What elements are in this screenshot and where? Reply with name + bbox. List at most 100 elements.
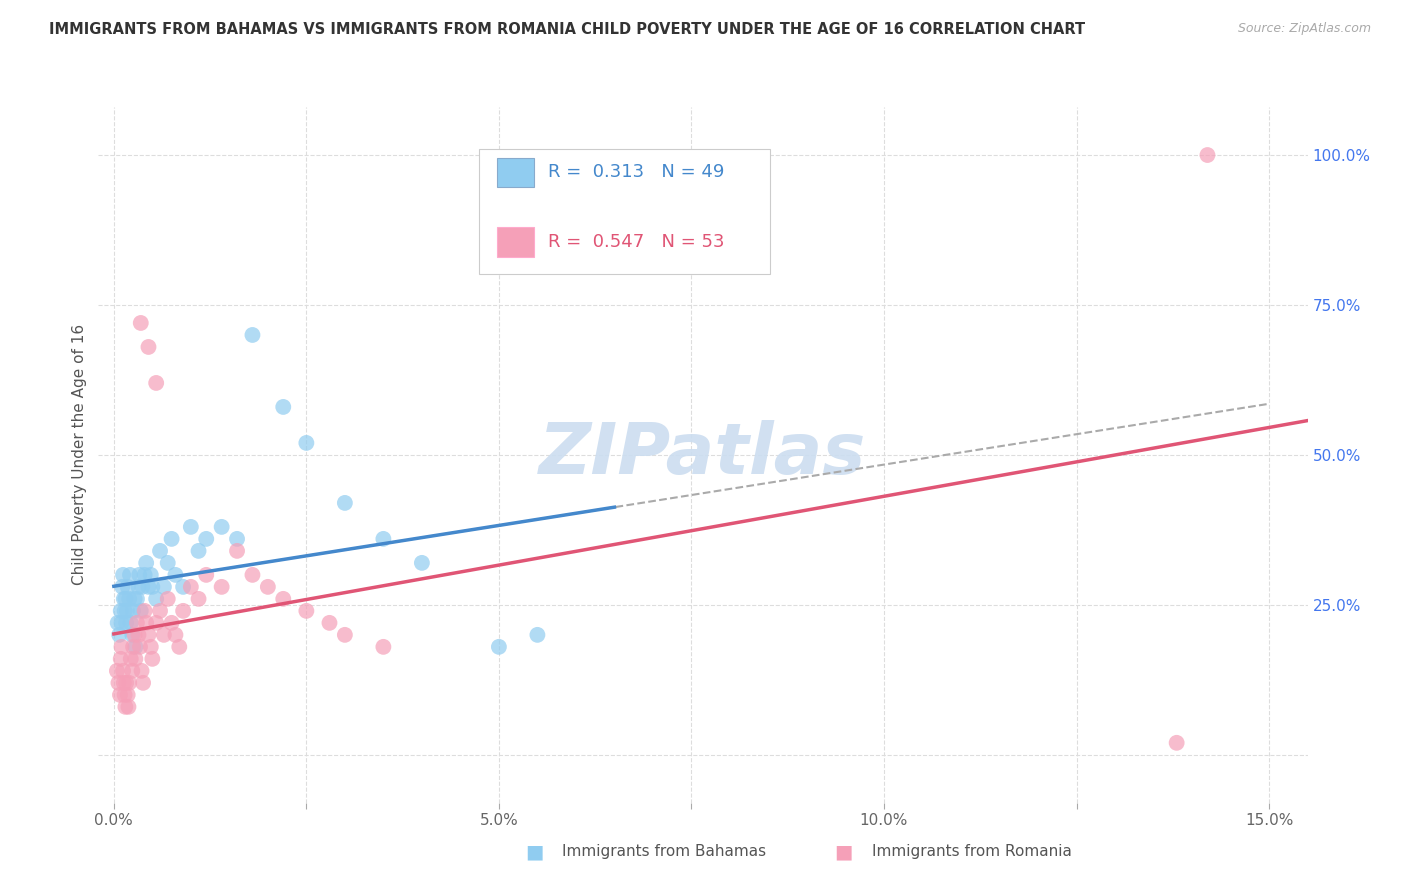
Point: [121, 628, 143, 642]
Point: [127, 580, 149, 594]
Point: [295, 436, 318, 450]
Point: [131, 664, 153, 678]
Point: [153, 580, 176, 594]
Point: [118, 591, 141, 606]
Point: [110, 652, 132, 666]
Point: [333, 628, 356, 642]
Bar: [498, 227, 534, 257]
Point: [124, 591, 146, 606]
Point: [135, 615, 157, 630]
Text: ■: ■: [834, 842, 853, 862]
Point: [195, 532, 218, 546]
Point: [124, 628, 146, 642]
Point: [125, 591, 148, 606]
Text: R =  0.547   N = 53: R = 0.547 N = 53: [548, 233, 724, 251]
Point: [411, 556, 433, 570]
Point: [141, 652, 163, 666]
Text: ZIPatlas: ZIPatlas: [540, 420, 866, 490]
Point: [108, 628, 131, 642]
Point: [125, 615, 148, 630]
Point: [131, 580, 153, 594]
Point: [114, 604, 136, 618]
Point: [180, 580, 202, 594]
Point: [187, 591, 209, 606]
Text: Immigrants from Bahamas: Immigrants from Bahamas: [562, 845, 766, 859]
Point: [112, 676, 135, 690]
Point: [226, 532, 249, 546]
Y-axis label: Child Poverty Under the Age of 16: Child Poverty Under the Age of 16: [72, 325, 87, 585]
Point: [156, 591, 179, 606]
Point: [333, 496, 356, 510]
Point: [114, 591, 136, 606]
Text: Source: ZipAtlas.com: Source: ZipAtlas.com: [1237, 22, 1371, 36]
Point: [138, 580, 160, 594]
Point: [187, 544, 209, 558]
Point: [145, 376, 167, 390]
Point: [110, 615, 132, 630]
Point: [135, 556, 157, 570]
Point: [160, 615, 183, 630]
Point: [134, 567, 156, 582]
Point: [108, 688, 131, 702]
Point: [112, 664, 135, 678]
Point: [129, 604, 152, 618]
Point: [115, 604, 138, 618]
Point: [111, 580, 134, 594]
Point: [139, 567, 162, 582]
Point: [165, 628, 187, 642]
Point: [195, 567, 218, 582]
Point: [110, 640, 132, 654]
Point: [129, 316, 152, 330]
Point: [132, 676, 155, 690]
Point: [134, 604, 156, 618]
Point: [1197, 148, 1219, 162]
Point: [211, 520, 233, 534]
Text: Immigrants from Romania: Immigrants from Romania: [872, 845, 1071, 859]
Point: [139, 640, 162, 654]
Point: [180, 520, 202, 534]
Point: [117, 580, 139, 594]
Point: [118, 567, 141, 582]
Point: [110, 604, 132, 618]
Point: [1166, 736, 1188, 750]
Point: [165, 567, 187, 582]
Point: [138, 628, 160, 642]
Text: R =  0.313   N = 49: R = 0.313 N = 49: [548, 163, 724, 181]
Point: [211, 580, 233, 594]
Point: [295, 604, 318, 618]
Point: [160, 532, 183, 546]
Point: [488, 640, 510, 654]
Point: [115, 615, 138, 630]
Point: [117, 688, 139, 702]
Point: [117, 699, 139, 714]
Point: [271, 400, 294, 414]
Point: [121, 664, 143, 678]
Bar: [498, 158, 534, 187]
FancyBboxPatch shape: [479, 149, 769, 274]
Point: [156, 556, 179, 570]
Point: [242, 328, 264, 343]
Point: [124, 652, 146, 666]
Point: [153, 628, 176, 642]
Point: [526, 628, 548, 642]
Point: [172, 580, 194, 594]
Point: [122, 640, 145, 654]
Point: [127, 628, 149, 642]
Point: [112, 591, 135, 606]
Point: [129, 640, 152, 654]
Point: [172, 604, 194, 618]
Point: [145, 591, 167, 606]
Point: [169, 640, 191, 654]
Point: [242, 567, 264, 582]
Point: [373, 532, 395, 546]
Point: [118, 676, 141, 690]
Point: [271, 591, 294, 606]
Point: [122, 604, 145, 618]
Point: [145, 615, 167, 630]
Point: [112, 567, 135, 582]
Point: [149, 604, 172, 618]
Point: [107, 676, 129, 690]
Point: [138, 340, 160, 354]
Point: [114, 699, 136, 714]
Point: [105, 664, 128, 678]
